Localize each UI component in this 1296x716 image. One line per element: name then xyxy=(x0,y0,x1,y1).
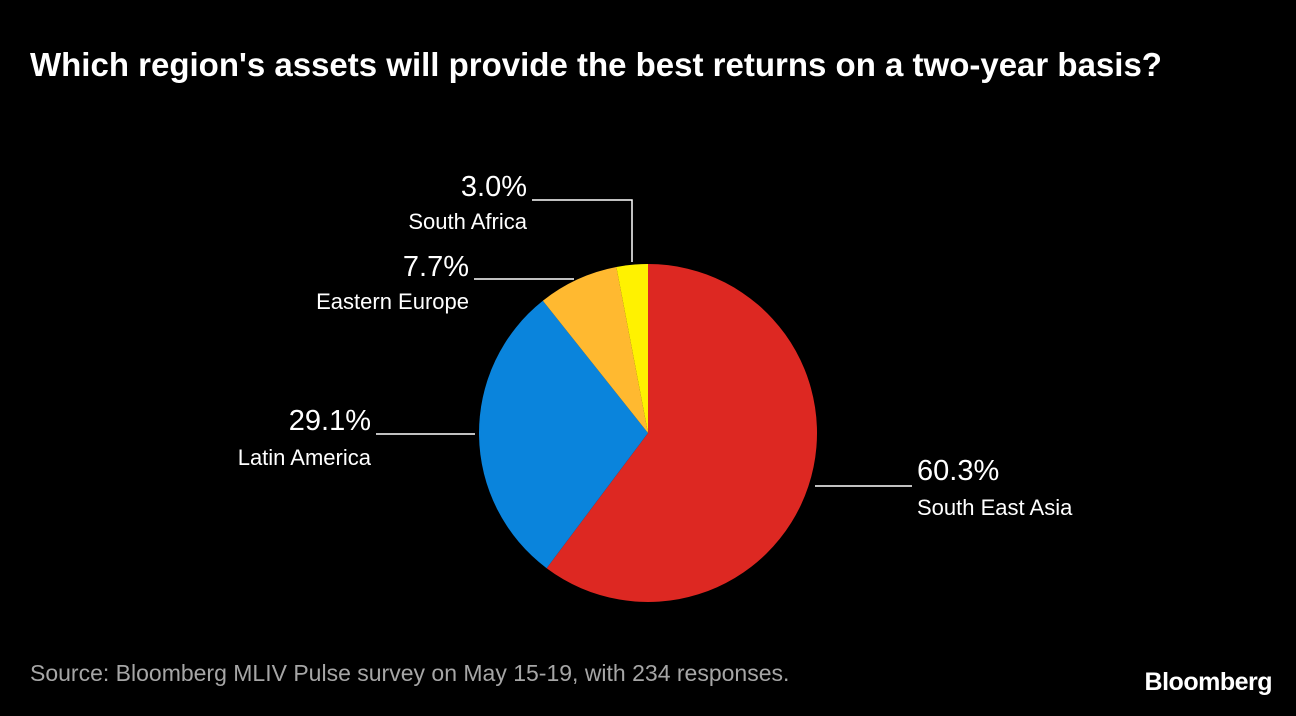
pie-slice-eastern-europe xyxy=(542,266,648,433)
data-label-south-africa: 3.0% xyxy=(461,171,527,203)
bloomberg-logo: Bloomberg xyxy=(1144,668,1273,696)
pie-slice-south-east-asia xyxy=(546,264,818,602)
category-label-south-africa: South Africa xyxy=(408,209,527,234)
data-label-south-east-asia: 60.3% xyxy=(917,455,999,487)
pie-slice-south-africa xyxy=(616,264,648,433)
pie-slice-latin-america xyxy=(479,300,648,569)
category-label-latin-america: Latin America xyxy=(238,445,372,470)
data-label-latin-america: 29.1% xyxy=(289,405,371,437)
pie-labels: 60.3% South East Asia 29.1% Latin America 7.… xyxy=(238,171,1073,520)
source-note: Source: Bloomberg MLIV Pulse survey on M… xyxy=(30,660,790,686)
leader-line-south-africa xyxy=(532,199,633,262)
pie-slices xyxy=(479,264,818,602)
category-label-south-east-asia: South East Asia xyxy=(917,495,1073,520)
category-label-eastern-europe: Eastern Europe xyxy=(316,289,469,314)
chart-title: Which region's assets will provide the b… xyxy=(30,46,1162,83)
data-label-eastern-europe: 7.7% xyxy=(403,251,469,283)
